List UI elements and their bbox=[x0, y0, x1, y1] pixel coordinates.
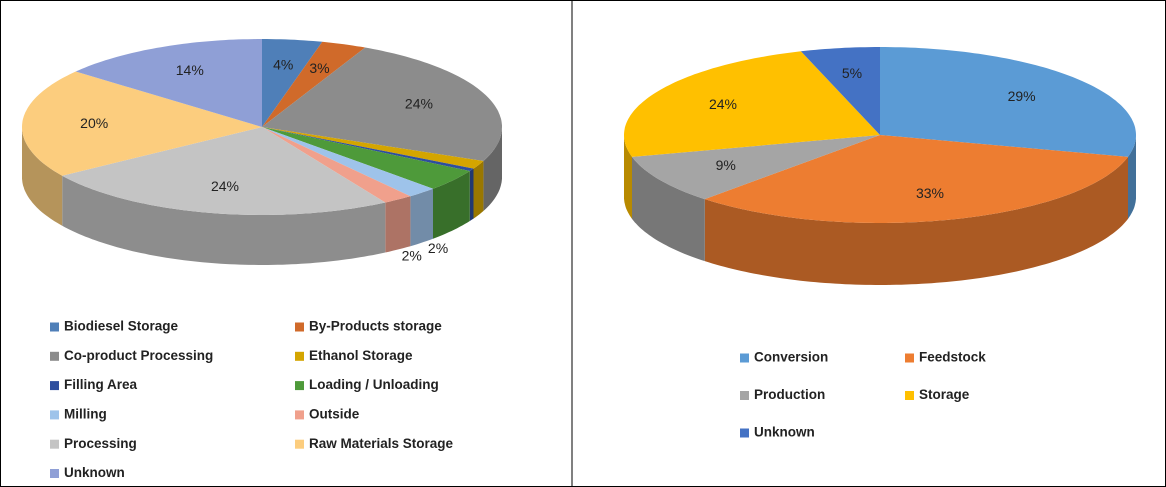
legend-swatch bbox=[905, 391, 914, 400]
legend-swatch bbox=[50, 439, 59, 449]
legend-label: Outside bbox=[309, 406, 360, 421]
legend-label: Co-product Processing bbox=[64, 348, 213, 363]
legend-label: Storage bbox=[919, 387, 970, 402]
slice bbox=[262, 41, 366, 127]
legend-swatch bbox=[50, 469, 59, 478]
slice bbox=[62, 127, 386, 215]
data-label: 24% bbox=[405, 96, 433, 112]
slice-side bbox=[410, 188, 433, 247]
slice-side bbox=[473, 161, 484, 219]
slice-side bbox=[433, 171, 470, 239]
slice bbox=[262, 127, 433, 197]
slice bbox=[262, 39, 323, 127]
legend-swatch bbox=[295, 410, 304, 420]
legend-label: Ethanol Storage bbox=[309, 348, 413, 363]
legend-label: Feedstock bbox=[919, 350, 986, 365]
slice-side bbox=[1128, 135, 1136, 219]
legend-label: Unknown bbox=[754, 425, 815, 440]
data-label: 24% bbox=[709, 96, 737, 112]
slice bbox=[624, 51, 880, 157]
data-label: 2% bbox=[402, 247, 422, 263]
legend-swatch bbox=[740, 391, 749, 400]
legend-swatch bbox=[295, 322, 304, 332]
slice bbox=[262, 127, 411, 203]
legend-swatch bbox=[905, 353, 914, 363]
slice bbox=[262, 127, 470, 189]
legend-label: Production bbox=[754, 387, 825, 402]
legend-swatch bbox=[50, 381, 59, 391]
legend-label: Filling Area bbox=[64, 377, 138, 392]
slice-side bbox=[62, 175, 386, 265]
legend-swatch bbox=[50, 410, 59, 420]
slice bbox=[22, 71, 262, 176]
legend-label: By-Products storage bbox=[309, 319, 442, 334]
legend-label: Loading / Unloading bbox=[309, 377, 439, 392]
slice bbox=[262, 127, 474, 171]
data-label: 2% bbox=[428, 240, 448, 256]
data-label: 29% bbox=[1008, 88, 1036, 104]
data-label: 4% bbox=[273, 57, 293, 73]
legend-swatch bbox=[295, 381, 304, 391]
data-label: 9% bbox=[716, 157, 736, 173]
slice-side bbox=[624, 135, 632, 219]
data-label: 20% bbox=[80, 115, 108, 131]
data-label: 24% bbox=[211, 178, 239, 194]
legend-label: Biodiesel Storage bbox=[64, 319, 179, 334]
slice bbox=[262, 127, 484, 169]
legend-swatch bbox=[50, 322, 59, 332]
legend-label: Raw Materials Storage bbox=[309, 436, 454, 451]
slice-side bbox=[704, 156, 1128, 285]
data-label: 3% bbox=[309, 60, 329, 76]
slice-side bbox=[385, 196, 411, 253]
slice-side bbox=[469, 168, 474, 221]
data-label: 14% bbox=[176, 62, 204, 78]
slice bbox=[880, 47, 1136, 157]
legend-label: Milling bbox=[64, 406, 107, 421]
slice bbox=[704, 135, 1128, 223]
legend-swatch bbox=[295, 351, 304, 361]
data-label: 33% bbox=[916, 185, 944, 201]
slice bbox=[632, 135, 880, 200]
legend-swatch bbox=[50, 351, 59, 361]
legend-label: Unknown bbox=[64, 465, 125, 480]
slice-side bbox=[22, 127, 63, 226]
legend-swatch bbox=[740, 428, 749, 438]
legend-label: Conversion bbox=[754, 350, 828, 365]
slice-side bbox=[632, 156, 705, 262]
slice bbox=[800, 47, 880, 135]
data-label: 5% bbox=[842, 65, 862, 81]
slice bbox=[262, 47, 502, 161]
slice bbox=[75, 39, 262, 127]
slice-side bbox=[483, 127, 502, 211]
legend-swatch bbox=[295, 439, 304, 449]
legend-label: Processing bbox=[64, 436, 137, 451]
legend-swatch bbox=[740, 353, 749, 363]
